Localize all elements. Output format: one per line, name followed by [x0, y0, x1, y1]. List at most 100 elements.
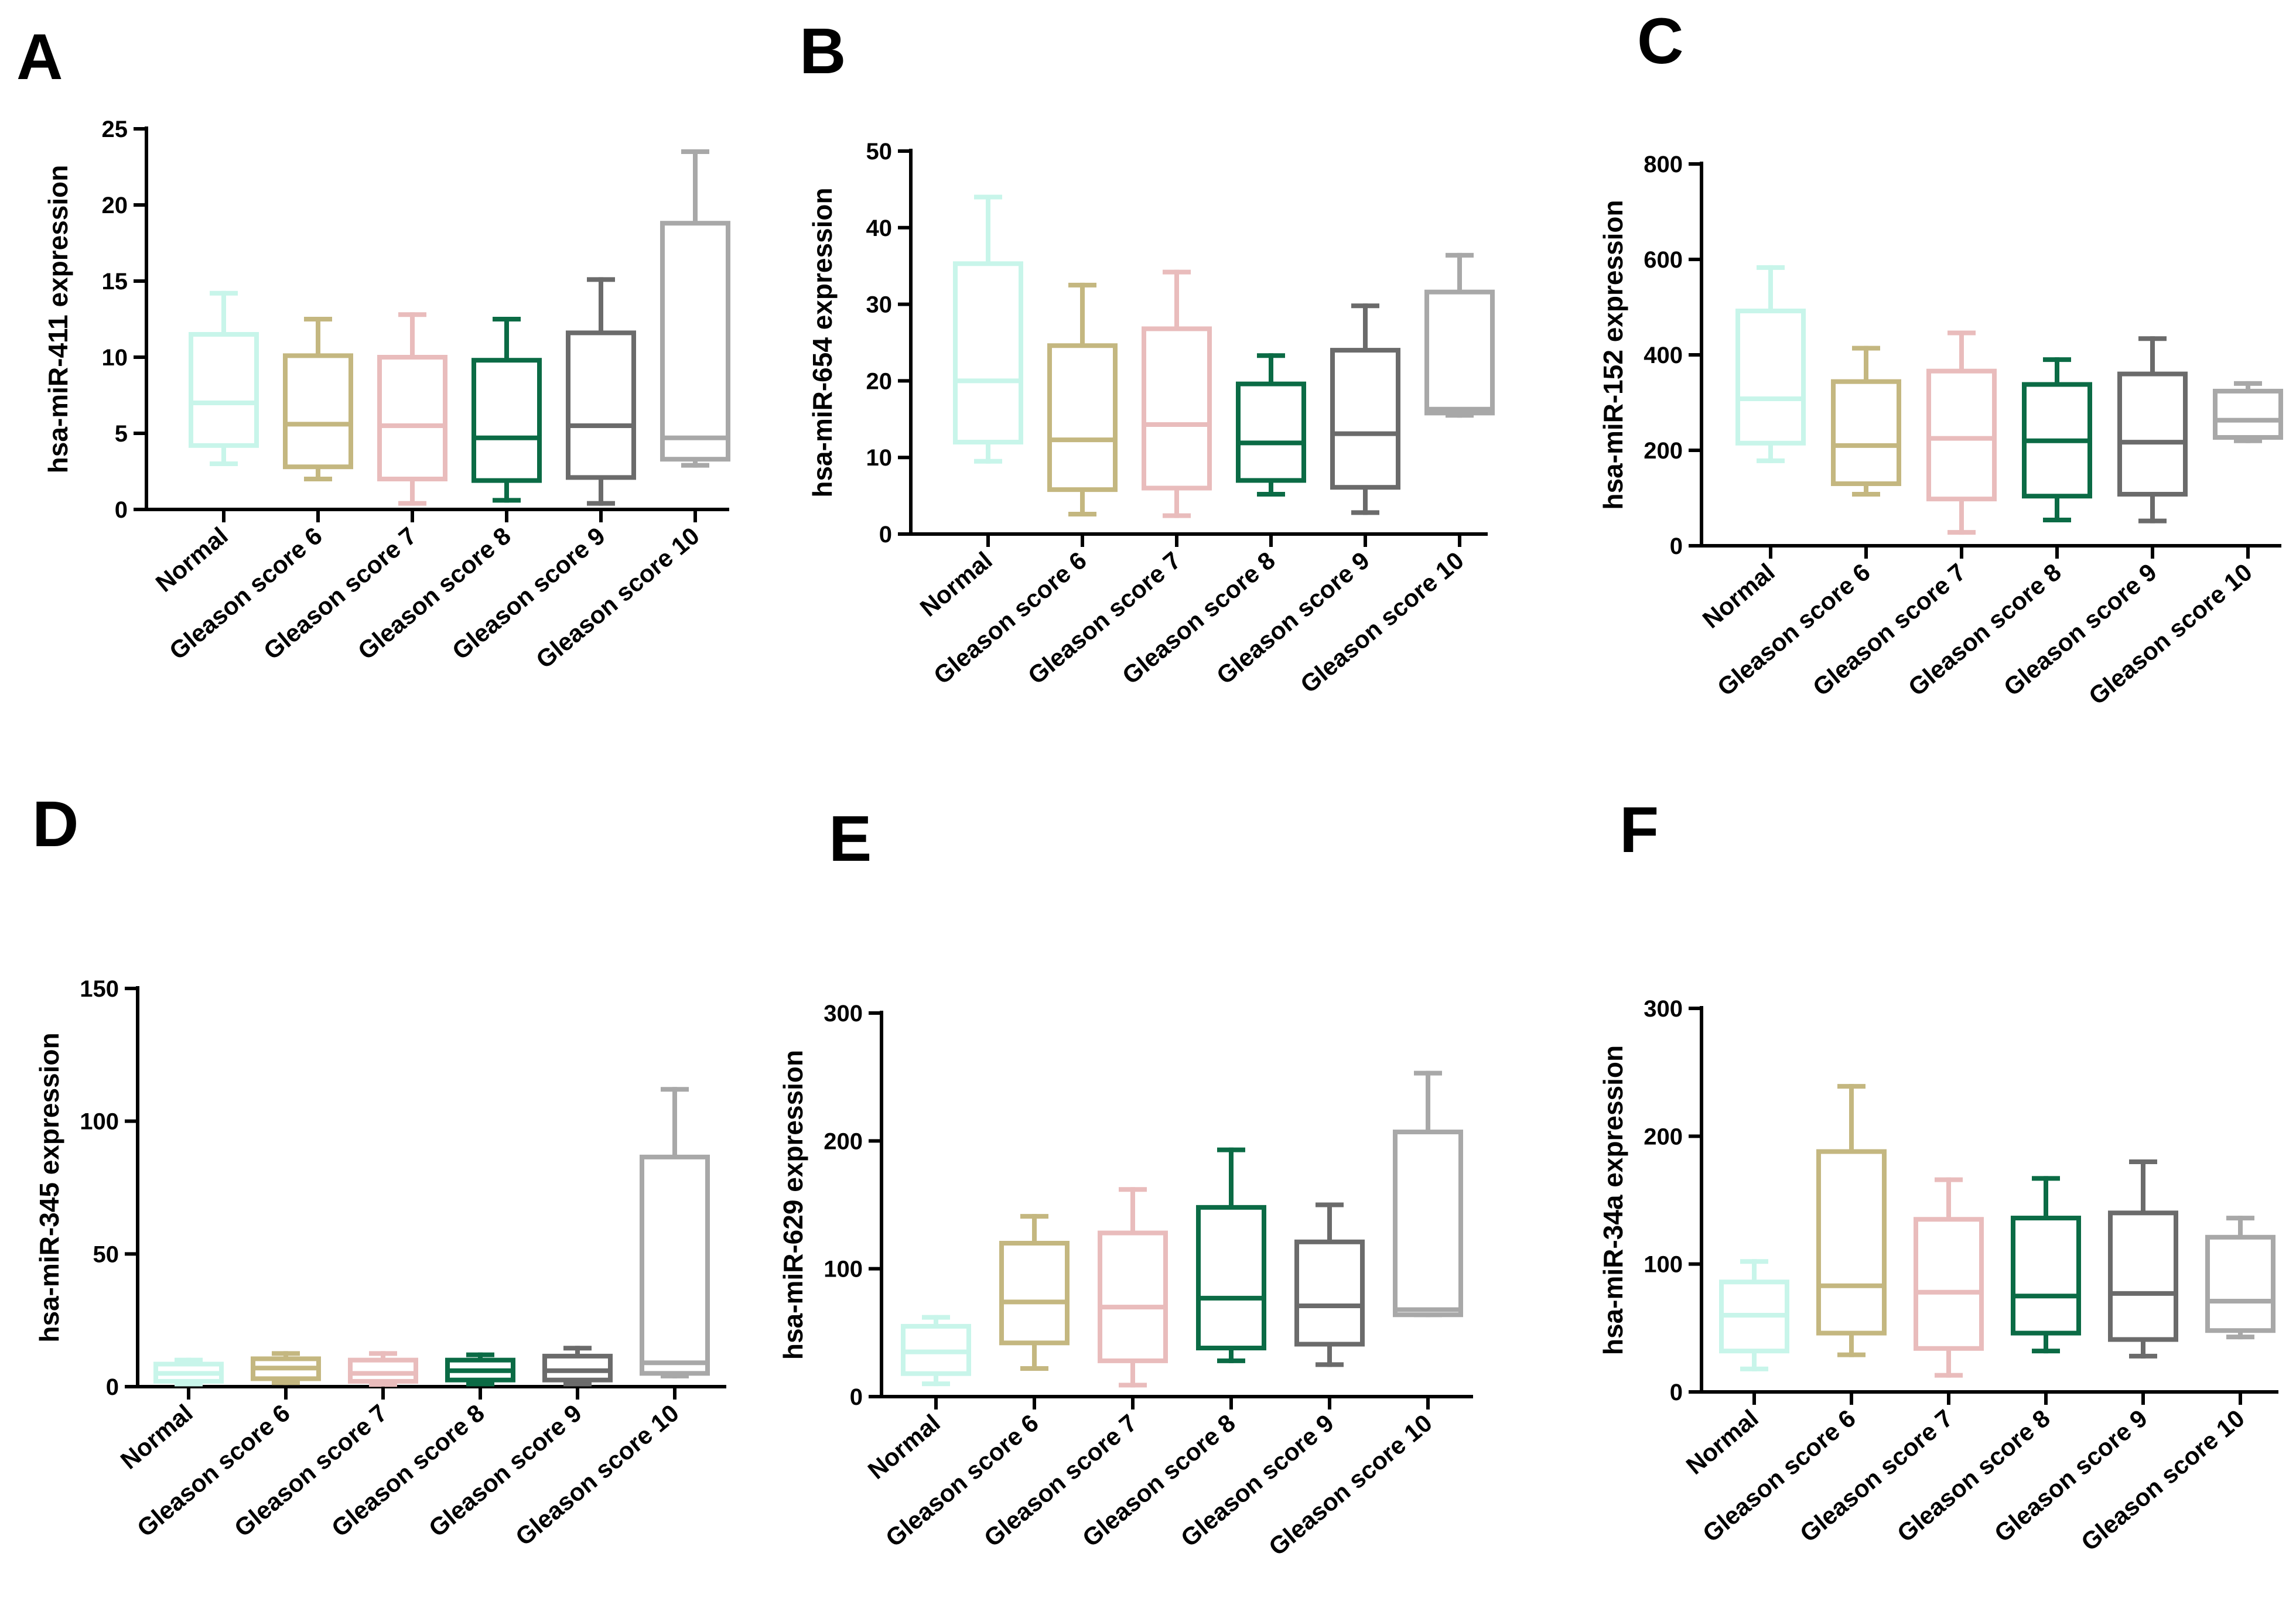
iqr-box: [1831, 379, 1901, 487]
y-tick-label: 400: [1644, 343, 1683, 368]
y-tick-label: 5: [115, 421, 128, 447]
y-axis-title: hsa-miR-654 expression: [807, 187, 838, 497]
panel-f: F 0 100 200 300 hsa-miR-34a expression Normal G…: [1598, 794, 2278, 1556]
panel-letter: C: [1637, 5, 1683, 77]
iqr-box: [1735, 309, 1806, 446]
iqr-box: [1424, 289, 1495, 416]
iqr-box: [1393, 1130, 1463, 1318]
iqr-box: [542, 1353, 613, 1383]
x-category-label: Gleason score 10: [531, 522, 705, 674]
iqr-box: [2117, 371, 2188, 497]
iqr-box: [1816, 1149, 1887, 1336]
box-gleason-score-6: [1047, 282, 1118, 516]
x-category-label: Gleason score 9: [1211, 546, 1375, 690]
box-gleason-score-8: [2011, 1176, 2081, 1354]
iqr-box: [189, 332, 259, 448]
box-gleason-score-8: [1196, 1147, 1266, 1363]
y-tick-label: 200: [824, 1128, 863, 1154]
x-category-label: Normal: [915, 546, 997, 622]
box-normal: [1719, 1259, 1789, 1371]
x-category-label: Gleason score 6: [164, 522, 327, 665]
y-tick-label: 30: [866, 292, 893, 318]
x-category-label: Gleason score 7: [258, 522, 422, 665]
y-tick-label: 800: [1644, 152, 1683, 177]
box-normal: [189, 290, 259, 466]
y-tick-label: 600: [1644, 247, 1683, 273]
y-tick-label: 300: [824, 1001, 863, 1027]
x-category-label: Normal: [151, 522, 233, 597]
box-normal: [953, 194, 1023, 464]
y-axis-title: hsa-miR-411 expression: [43, 165, 73, 474]
box-normal: [901, 1315, 971, 1387]
panel-d: D 0 50 100 150 hsa-miR-345 expression Normal Gl…: [32, 788, 726, 1551]
iqr-box: [1196, 1205, 1266, 1351]
box-gleason-score-9: [2117, 336, 2188, 524]
y-tick-label: 100: [1644, 1252, 1683, 1278]
iqr-box: [2011, 1216, 2081, 1336]
box-gleason-score-8: [472, 317, 542, 503]
box-gleason-score-10: [2205, 1216, 2276, 1340]
box-gleason-score-8: [2022, 357, 2092, 522]
box-gleason-score-9: [1294, 1202, 1365, 1367]
box-gleason-score-10: [2213, 381, 2283, 443]
box-gleason-score-6: [999, 1214, 1070, 1371]
box-gleason-score-9: [542, 1346, 613, 1387]
y-tick-label: 100: [80, 1109, 119, 1135]
box-gleason-score-10: [640, 1087, 710, 1378]
iqr-box: [472, 358, 542, 483]
panel-letter: B: [800, 15, 846, 87]
y-tick-label: 10: [866, 445, 893, 471]
y-tick-label: 15: [102, 269, 128, 295]
box-gleason-score-7: [1926, 330, 1997, 535]
iqr-box: [566, 330, 636, 480]
box-gleason-score-7: [348, 1351, 418, 1387]
y-axis-title: hsa-miR-152 expression: [1598, 200, 1628, 509]
y-tick-label: 300: [1644, 996, 1683, 1022]
box-gleason-score-9: [566, 277, 636, 506]
iqr-box: [1098, 1230, 1168, 1363]
y-tick-label: 0: [850, 1384, 863, 1410]
iqr-box: [1047, 343, 1118, 492]
box-gleason-score-10: [1393, 1070, 1463, 1318]
x-category-label: Gleason score 7: [1023, 546, 1186, 690]
iqr-box: [377, 355, 447, 481]
y-tick-label: 0: [1670, 1380, 1683, 1405]
iqr-box: [1330, 348, 1400, 490]
box-gleason-score-8: [1236, 353, 1306, 497]
box-gleason-score-8: [445, 1352, 515, 1387]
x-category-label: Gleason score 9: [447, 522, 610, 665]
y-tick-label: 0: [879, 522, 892, 548]
y-axis-title: hsa-miR-345 expression: [34, 1032, 64, 1342]
iqr-box: [283, 353, 353, 470]
iqr-box: [1926, 368, 1997, 502]
y-tick-label: 150: [80, 976, 119, 1002]
iqr-box: [1914, 1217, 1984, 1351]
box-gleason-score-9: [2108, 1159, 2178, 1359]
box-gleason-score-6: [1831, 345, 1901, 497]
y-tick-label: 40: [866, 215, 893, 241]
box-gleason-score-9: [1330, 303, 1400, 515]
y-tick-label: 0: [106, 1374, 119, 1400]
x-category-label: Gleason score 10: [1295, 546, 1469, 699]
iqr-box: [999, 1241, 1070, 1346]
box-normal: [1735, 265, 1806, 463]
x-category-label: Gleason score 10: [2083, 558, 2257, 710]
panel-e: E 0 100 200 300 hsa-miR-629 expression Normal G…: [778, 803, 1473, 1561]
y-tick-label: 50: [93, 1241, 119, 1267]
box-gleason-score-7: [377, 312, 447, 506]
panel-letter: D: [32, 788, 78, 860]
y-axis-title: hsa-miR-34a expression: [1598, 1045, 1628, 1355]
x-category-label: Gleason score 8: [353, 522, 516, 665]
y-tick-label: 200: [1644, 438, 1683, 464]
box-gleason-score-10: [1424, 252, 1495, 418]
box-normal: [153, 1357, 224, 1387]
iqr-box: [953, 261, 1023, 445]
box-gleason-score-7: [1914, 1177, 1984, 1378]
box-gleason-score-7: [1098, 1187, 1168, 1388]
iqr-box: [2205, 1234, 2276, 1333]
y-tick-label: 0: [1670, 533, 1683, 559]
x-category-label: Normal: [863, 1409, 945, 1484]
panel-b: B 0 10 20 30 40 50 hsa-miR-654 expression Normal…: [800, 15, 1495, 699]
x-category-label: Gleason score 8: [1117, 546, 1280, 690]
